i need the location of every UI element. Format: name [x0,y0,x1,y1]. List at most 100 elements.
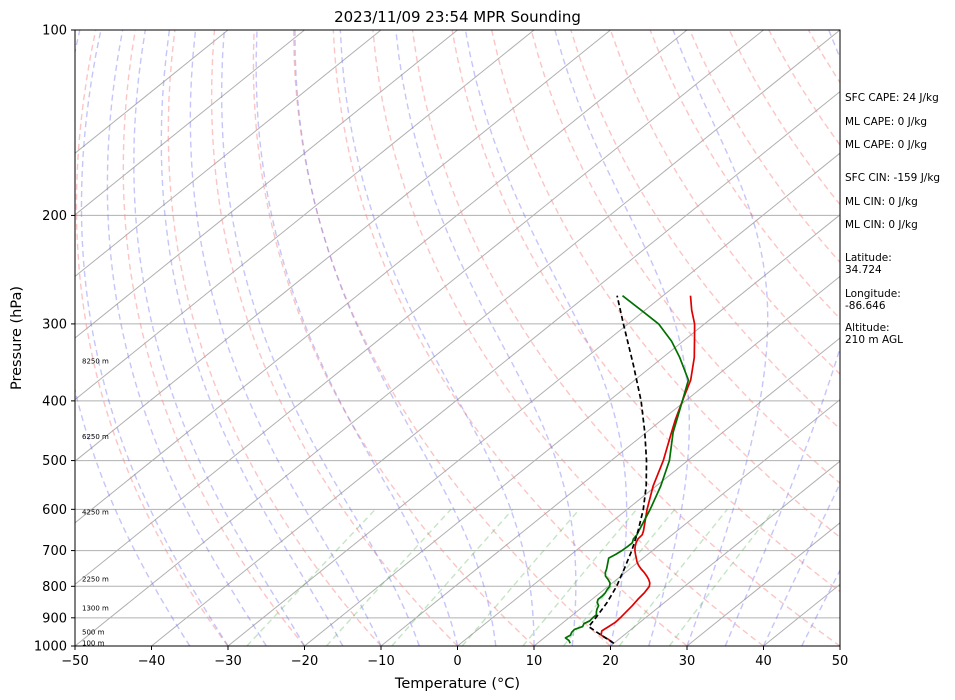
dry-adiabat-line [570,30,840,430]
sfc-cin-text: SFC CIN: -159 J/kg [845,172,941,184]
mixing-ratio-line [522,508,638,646]
mixing-ratio-line [391,508,514,646]
moist-adiabat-line [133,30,306,646]
x-tick-label: 10 [526,654,543,669]
isotherm-line [380,275,840,646]
dry-adiabat-line [122,30,306,646]
dry-adiabat-line [451,30,840,593]
dry-adiabat-line [649,30,840,320]
moist-adiabat-line [75,30,191,646]
dry-adiabat-line [293,30,611,646]
isotherm-line [610,460,840,646]
isotherm-line [686,522,840,646]
isotherm-line [75,30,458,339]
ml-cin-text: ML CIN: 0 J/kg [845,196,918,208]
moist-adiabat-line [464,30,628,646]
isotherm-line [304,214,840,646]
height-label: 1300 m [82,605,109,613]
latitude-value: 34.724 [845,264,882,276]
y-tick-label: 400 [42,394,67,409]
y-tick-label: 700 [42,544,67,559]
isotherm-line [75,30,688,524]
height-label: 6250 m [82,433,109,441]
y-tick-label: 1000 [34,640,67,655]
ml-cin-text-2: ML CIN: 0 J/kg [845,219,918,231]
isotherm-line [75,30,611,462]
moist-adiabat-line [672,30,769,646]
moist-adiabat-line [554,30,690,646]
latitude-label: Latitude: [845,252,892,264]
dry-adiabat-line [252,30,535,646]
moist-adiabat-line [220,30,420,646]
dry-adiabat-line [372,30,764,646]
x-tick-label: −50 [61,654,88,669]
x-tick-label: 0 [453,654,461,669]
mixing-ratio-line [461,508,580,646]
y-tick-label: 900 [42,611,67,626]
moist-adiabat-line [160,30,344,646]
isotherm-line [151,90,840,646]
x-tick-label: −10 [367,654,394,669]
x-tick-label: −40 [138,654,165,669]
mixing-ratio-line [618,508,728,646]
height-label: 4250 m [82,508,109,516]
sfc-cape-text: SFC CAPE: 24 J/kg [845,92,939,104]
mixing-ratio-line [325,508,452,646]
isotherm-line [75,30,535,401]
height-label: 500 m [82,628,105,636]
isotherm-line [533,398,840,646]
y-axis-label: Pressure (hPa) [9,286,25,390]
x-tick-label: 30 [679,654,696,669]
isotherm-line [457,337,840,646]
y-tick-label: 500 [42,454,67,469]
altitude-label: Altitude: [845,322,890,334]
y-tick-label: 600 [42,503,67,518]
y-tick-label: 200 [42,209,67,224]
ml-cape-text-2: ML CAPE: 0 J/kg [845,139,928,151]
dry-adiabat-line [609,30,840,375]
mixing-ratio-line [668,508,775,646]
moist-adiabat-line [80,30,229,646]
dry-adiabat-line [167,30,382,646]
moist-adiabat-line [294,30,497,646]
parcel-path-line [587,295,648,645]
mixing-ratio-line [246,508,376,646]
x-tick-label: −30 [214,654,241,669]
isotherm-line [75,30,764,586]
moist-adiabat-line [395,30,577,646]
x-tick-label: −20 [291,654,318,669]
x-axis-label: Temperature (°C) [394,676,520,692]
y-tick-label: 800 [42,580,67,595]
altitude-value: 210 m AGL [845,334,903,346]
chart-title: 2023/11/09 23:54 MPR Sounding [334,8,581,26]
ml-cape-text: ML CAPE: 0 J/kg [845,116,928,128]
isotherm-line [227,152,840,646]
height-label: 2250 m [82,576,109,584]
dry-adiabat-line [332,30,688,646]
isotherm-line [75,30,229,154]
moist-adiabat-line [339,30,535,646]
x-tick-label: 50 [832,654,849,669]
dry-adiabat-line [411,30,840,646]
longitude-value: -86.646 [845,300,886,312]
dry-adiabat-line [210,30,458,646]
dewpoint-profile-line [564,295,690,644]
moist-adiabat-line [724,30,840,646]
isotherm-line [75,30,305,216]
y-tick-label: 100 [42,24,67,39]
height-label: 100 m [82,639,105,647]
moist-adiabat-line [189,30,382,646]
dry-adiabat-line [75,30,229,646]
longitude-label: Longitude: [845,288,901,300]
height-label: 8250 m [82,357,109,365]
dry-adiabat-line [927,30,955,646]
y-tick-label: 300 [42,317,67,332]
x-tick-label: 20 [602,654,619,669]
isotherm-line [75,30,382,278]
moist-adiabat-line [106,30,267,646]
moist-adiabat-line [255,30,459,646]
x-tick-label: 40 [755,654,772,669]
temperature-profile-line [600,295,696,644]
isotherm-line [75,30,840,646]
